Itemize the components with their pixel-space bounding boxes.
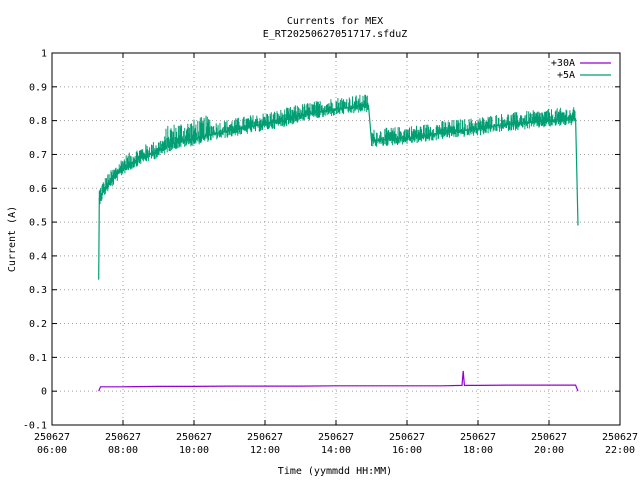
x-tick-time: 10:00 — [179, 445, 209, 456]
y-tick-label: 1 — [41, 49, 47, 60]
x-tick-date: 250627 — [247, 432, 283, 443]
x-tick-date: 250627 — [602, 432, 638, 443]
x-tick-date: 250627 — [389, 432, 425, 443]
x-tick-time: 20:00 — [534, 445, 564, 456]
series-plus-30a — [98, 370, 579, 392]
x-tick-time: 12:00 — [250, 445, 280, 456]
y-axis-label: Current (A) — [7, 206, 18, 272]
x-tick-time: 18:00 — [463, 445, 493, 456]
y-tick-label: -0.1 — [23, 421, 47, 432]
x-axis-label: Time (yymmdd HH:MM) — [278, 466, 392, 477]
y-tick-label: 0.5 — [29, 218, 47, 229]
x-tick-time: 08:00 — [108, 445, 138, 456]
series-plus-5a — [98, 94, 579, 280]
chart-title: Currents for MEX — [287, 16, 383, 27]
y-tick-label: 0.2 — [29, 319, 47, 330]
y-tick-label: 0.6 — [29, 184, 47, 195]
legend: +30A+5A — [551, 58, 611, 81]
x-tick-time: 16:00 — [392, 445, 422, 456]
chart-subtitle: E_RT20250627051717.sfduZ — [263, 29, 408, 40]
y-tick-label: 0.4 — [29, 251, 47, 262]
y-tick-label: 0.1 — [29, 353, 47, 364]
x-tick-date: 250627 — [531, 432, 567, 443]
legend-label: +5A — [557, 70, 575, 81]
x-tick-time: 06:00 — [37, 445, 67, 456]
x-tick-time: 14:00 — [321, 445, 351, 456]
x-tick-time: 22:00 — [605, 445, 635, 456]
x-tick-date: 250627 — [176, 432, 212, 443]
series-line — [98, 370, 579, 392]
legend-label: +30A — [551, 58, 575, 69]
y-tick-label: 0.8 — [29, 116, 47, 127]
x-tick-date: 250627 — [34, 432, 70, 443]
x-tick-date: 250627 — [460, 432, 496, 443]
y-tick-label: 0.3 — [29, 285, 47, 296]
x-tick-date: 250627 — [318, 432, 354, 443]
series-noise — [98, 94, 576, 204]
series-layer — [98, 94, 579, 392]
series-line — [98, 104, 579, 280]
y-tick-label: 0.9 — [29, 82, 47, 93]
y-tick-label: 0.7 — [29, 150, 47, 161]
y-tick-label: 0 — [41, 387, 47, 398]
axis-ticks: -0.1 0 0.1 0.2 0.3 0.4 0.5 0.6 0.7 0.8 0.9 1 250627 0… — [23, 49, 638, 457]
x-tick-date: 250627 — [105, 432, 141, 443]
